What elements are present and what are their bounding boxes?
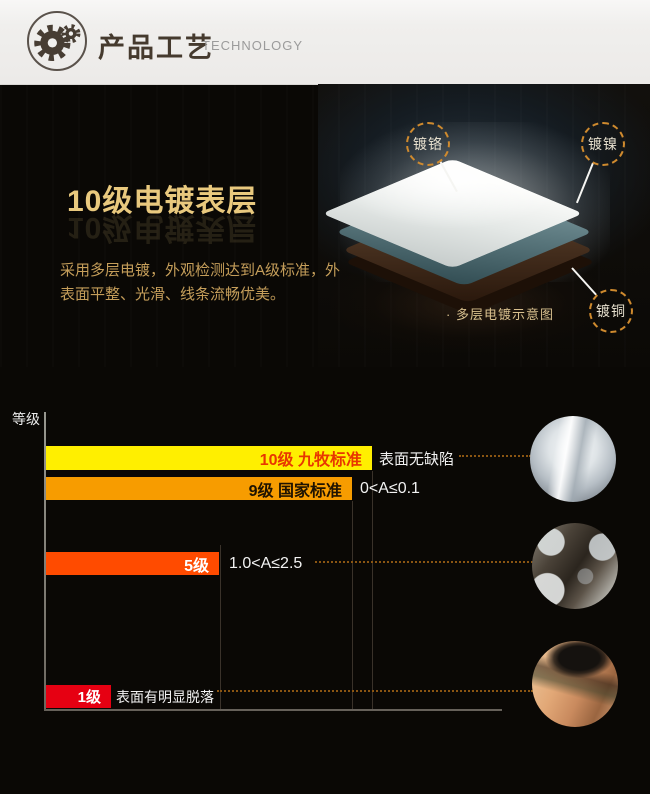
bar-grade-9-label: 9级 国家标准 [248,482,342,500]
chart-dropline-grade9 [352,501,353,710]
page-title: 产品工艺 [98,33,214,63]
callout-copper-label: 镀铜 [596,303,626,319]
callout-chrome: 镀铬 [406,122,450,166]
annotation-grade-1: 表面有明显脱落 [116,688,214,705]
page-subtitle: TECHNOLOGY [202,38,304,53]
chart-y-axis-label: 等级 [12,411,40,427]
callout-copper: 镀铜 [589,289,633,333]
chart-dropline-grade5 [220,545,221,710]
diagram-caption: · 多层电镀示意图 [446,307,554,322]
gears-icon-svg [34,24,81,61]
bar-grade-10: 10级 九牧标准 [46,446,372,470]
annotation-grade-5: 1.0<A≤2.5 [229,554,303,572]
hero-description: 采用多层电镀，外观检测达到A级标准，外表面平整、光滑、线条流畅优美。 [60,262,341,303]
bar-grade-5-label: 5级 [184,557,209,575]
hero-heading: 10级电镀表层 [67,185,258,218]
bar-grade-10-label: 10级 九牧标准 [259,452,362,469]
corroded-faucet-sample-photo [532,523,618,609]
annotation-grade-9: 0<A≤0.1 [360,479,420,497]
annotation-grade-10: 表面无缺陷 [379,450,455,468]
callout-nickel: 镀镍 [581,122,625,166]
dotted-leader-grade-10 [459,455,531,457]
chart-y-axis-line [44,412,46,711]
chart-x-axis-line [44,709,502,711]
bar-grade-1: 1级 [46,685,111,708]
dotted-leader-grade-1 [217,690,533,692]
callout-nickel-label: 镀镍 [588,136,618,152]
hero-heading-reflection: 10级电镀表层 [67,211,258,244]
bar-grade-9: 9级 国家标准 [46,477,352,500]
callout-chrome-label: 镀铬 [413,136,443,152]
dotted-leader-grade-5 [315,561,533,563]
bar-grade-5: 5级 [46,552,219,575]
chart-dropline-grade10 [372,471,373,710]
section-header: 产品工艺 TECHNOLOGY [0,0,650,85]
chrome-faucet-sample-photo [530,416,616,502]
bar-grade-1-label: 1级 [77,689,101,706]
peeling-copper-sample-photo [532,641,618,727]
gears-icon [27,11,87,71]
